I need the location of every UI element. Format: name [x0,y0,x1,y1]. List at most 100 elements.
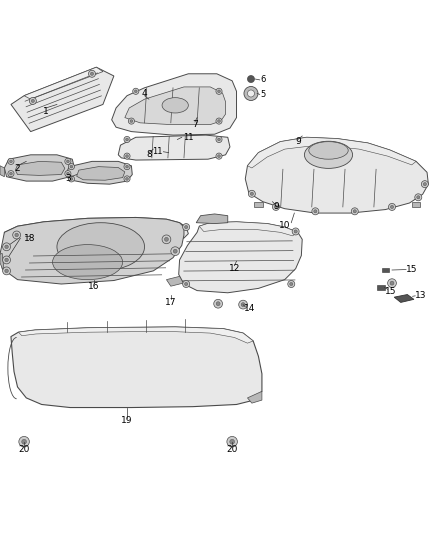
Circle shape [3,243,11,251]
Polygon shape [254,201,263,207]
Text: 7: 7 [192,120,198,129]
Text: 14: 14 [244,304,255,313]
Circle shape [417,196,420,199]
Polygon shape [15,161,65,175]
Ellipse shape [309,142,348,159]
Circle shape [312,208,319,215]
Text: 8: 8 [146,150,152,159]
Text: 15: 15 [406,265,417,274]
Circle shape [134,90,137,93]
Ellipse shape [53,245,123,280]
Text: 12: 12 [229,264,240,273]
Circle shape [10,172,12,175]
Circle shape [130,120,133,123]
Circle shape [247,90,254,97]
Polygon shape [125,87,226,125]
Circle shape [173,249,177,253]
Text: 11: 11 [152,147,163,156]
Ellipse shape [57,223,145,271]
Circle shape [124,176,130,182]
Circle shape [314,209,317,213]
Circle shape [126,165,128,168]
Circle shape [274,205,278,208]
Polygon shape [18,327,253,343]
Circle shape [389,204,396,211]
Ellipse shape [304,141,353,168]
Text: 2: 2 [15,164,20,173]
Circle shape [124,136,130,142]
Polygon shape [0,217,184,284]
Text: 1: 1 [43,107,49,116]
Circle shape [5,269,8,273]
Circle shape [250,192,254,196]
Circle shape [244,86,258,101]
Circle shape [216,302,220,306]
Circle shape [294,230,297,233]
Circle shape [230,439,234,444]
Polygon shape [24,67,103,99]
Bar [382,268,389,272]
Polygon shape [179,222,302,293]
Text: 15: 15 [385,287,396,296]
Circle shape [29,98,36,104]
Circle shape [218,155,220,158]
Circle shape [5,258,8,262]
Circle shape [19,437,29,447]
Circle shape [68,164,74,169]
Circle shape [216,153,222,159]
Circle shape [164,237,168,241]
Polygon shape [196,214,228,223]
Circle shape [124,164,130,169]
Circle shape [10,160,12,163]
Circle shape [248,190,255,197]
Circle shape [171,247,180,255]
Text: 9: 9 [273,203,279,212]
Circle shape [133,88,139,94]
Circle shape [227,437,237,447]
Polygon shape [66,161,132,184]
Circle shape [218,138,220,141]
Text: 11: 11 [183,133,194,142]
Polygon shape [0,253,4,273]
Text: 10: 10 [279,221,290,230]
Circle shape [67,172,69,175]
Text: 6: 6 [260,75,265,84]
Polygon shape [412,201,420,207]
Polygon shape [199,222,298,236]
Polygon shape [394,295,414,302]
Circle shape [124,153,130,159]
Circle shape [184,225,188,229]
Text: 16: 16 [88,282,100,290]
Text: 20: 20 [226,445,238,454]
Circle shape [216,88,222,94]
Circle shape [3,267,11,275]
Circle shape [184,282,188,286]
Circle shape [288,280,295,287]
Circle shape [15,233,18,237]
Circle shape [126,155,128,158]
Circle shape [214,300,223,308]
Text: 13: 13 [415,292,426,301]
Text: 20: 20 [18,445,30,454]
Circle shape [8,171,14,177]
Circle shape [8,158,14,165]
Text: 19: 19 [121,416,133,425]
Circle shape [290,282,293,286]
Text: 9: 9 [295,137,301,146]
Polygon shape [112,74,237,135]
Text: 5: 5 [260,90,265,99]
Text: 3: 3 [65,174,71,182]
Circle shape [272,204,279,211]
Circle shape [68,176,74,182]
Polygon shape [245,138,428,213]
Circle shape [241,303,245,306]
Circle shape [22,439,26,444]
Circle shape [388,279,396,287]
Circle shape [65,171,71,177]
Circle shape [239,300,247,309]
Polygon shape [77,167,125,180]
Polygon shape [11,327,262,408]
Circle shape [88,70,95,77]
Circle shape [65,158,71,165]
Circle shape [3,256,11,264]
